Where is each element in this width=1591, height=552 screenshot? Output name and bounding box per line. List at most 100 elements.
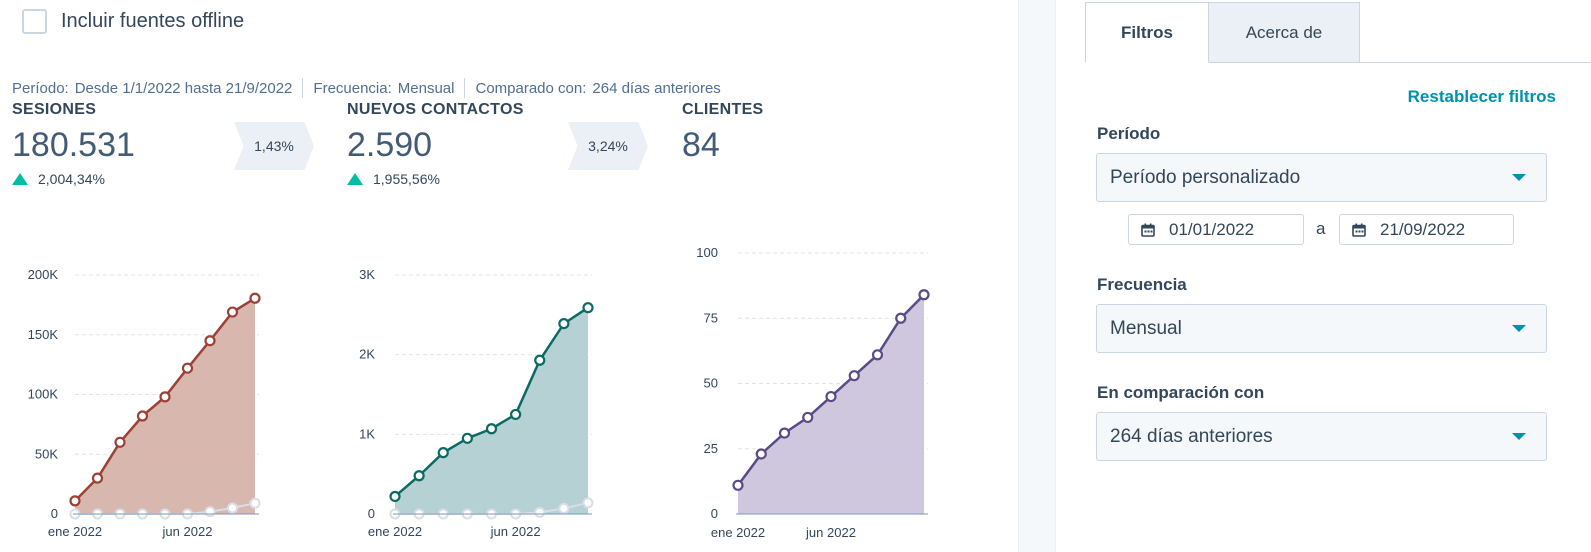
data-point — [226, 306, 239, 318]
data-point — [114, 436, 126, 448]
data-point — [389, 490, 401, 503]
calendar-icon — [1352, 223, 1366, 237]
period-key: Período: — [12, 79, 69, 97]
caret-down-icon — [1512, 174, 1526, 181]
calendar-icon — [1141, 223, 1155, 237]
data-point — [825, 390, 837, 403]
caret-down-icon — [1512, 325, 1526, 332]
x-tick-label: ene 2022 — [368, 524, 422, 539]
data-point — [802, 411, 814, 424]
kpi-change-value: 1,955,56% — [373, 171, 440, 187]
pane-divider[interactable] — [1018, 0, 1056, 552]
x-tick-label: jun 2022 — [490, 524, 541, 539]
frequency-select[interactable]: Mensual — [1096, 304, 1547, 353]
y-tick-label: 2K — [359, 347, 375, 362]
caret-down-icon — [1512, 433, 1526, 440]
comparison-point — [249, 497, 261, 509]
date-from-field[interactable]: 01/01/2022 — [1128, 214, 1304, 245]
kpi-title: CLIENTES — [682, 101, 764, 118]
x-tick-label: jun 2022 — [805, 525, 856, 540]
comparison-point — [558, 502, 570, 514]
data-point — [895, 312, 907, 324]
reset-filters-link[interactable]: Restablecer filtros — [1407, 87, 1556, 106]
frequency-label: Frecuencia — [1097, 275, 1187, 294]
frequency-select-value: Mensual — [1110, 317, 1182, 339]
data-point — [848, 370, 860, 382]
frequency-key: Frecuencia: — [313, 79, 392, 97]
kpi-value: 2.590 — [347, 126, 433, 164]
data-point — [558, 317, 570, 330]
comparison-point — [582, 497, 594, 509]
data-point — [91, 472, 104, 484]
date-to-value: 21/09/2022 — [1380, 219, 1466, 239]
data-point — [204, 335, 216, 347]
date-range-separator: a — [1316, 219, 1326, 238]
sessions-chart: 0 50K 100K 150K 200K ene 2022 jun 2022 — [28, 267, 261, 539]
data-point — [755, 448, 767, 460]
meta-divider — [302, 78, 304, 98]
series-area — [395, 307, 588, 514]
data-point — [582, 302, 594, 314]
compare-label: En comparación con — [1097, 383, 1265, 402]
kpi-change: 1,955,56% — [347, 171, 524, 187]
period-select-value: Período personalizado — [1110, 166, 1301, 188]
new-contacts-chart: 0 1K 2K 3K ene 2022 jun 2022 — [359, 267, 594, 539]
data-point — [437, 447, 449, 459]
comparison-point — [204, 506, 216, 518]
panel-tabs: Filtros Acerca de — [1085, 2, 1360, 63]
kpi-new-contacts: NUEVOS CONTACTOS 2.590 1,955,56% — [347, 101, 524, 187]
offline-checkbox[interactable] — [22, 9, 47, 34]
kpi-title: SESIONES — [12, 101, 97, 118]
y-tick-label: 75 — [704, 310, 718, 325]
conversion-rate-badge: 3,24% — [568, 122, 648, 170]
kpi-title: NUEVOS CONTACTOS — [347, 101, 524, 118]
conversion-rate-badge: 1,43% — [234, 122, 314, 170]
meta-divider — [464, 78, 466, 98]
kpi-sessions: SESIONES 180.531 2,004,34% — [12, 101, 135, 187]
data-point — [249, 292, 261, 304]
y-tick-label: 50 — [704, 376, 718, 391]
y-tick-label: 200K — [28, 267, 59, 282]
compared-value: 264 días anteriores — [592, 79, 721, 97]
date-to-field[interactable]: 21/09/2022 — [1339, 214, 1514, 245]
compare-select[interactable]: 264 días anteriores — [1096, 412, 1547, 461]
y-tick-label: 3K — [359, 267, 375, 282]
data-point — [69, 495, 81, 507]
data-point — [136, 410, 149, 422]
x-tick-label: ene 2022 — [48, 524, 102, 539]
y-tick-label: 100K — [28, 387, 59, 402]
tab-filters[interactable]: Filtros — [1085, 2, 1209, 63]
filters-panel: Filtros Acerca de Restablecer filtros Pe… — [1056, 0, 1591, 552]
period-select[interactable]: Período personalizado — [1096, 153, 1547, 202]
y-tick-label: 1K — [359, 426, 375, 441]
date-from-value: 01/01/2022 — [1169, 219, 1255, 239]
series-area — [75, 298, 255, 514]
customers-chart: 0 25 50 75 100 ene 2022 jun 2022 — [696, 245, 930, 540]
kpi-change-value: 2,004,34% — [38, 171, 105, 187]
data-point — [485, 423, 498, 435]
frequency-value: Mensual — [397, 79, 455, 97]
data-point — [778, 427, 791, 439]
tab-underline — [1360, 62, 1591, 63]
report-pane: Incluir fuentes offline Período: Desde 1… — [12, 9, 930, 540]
y-tick-label: 50K — [35, 446, 58, 461]
tab-about[interactable]: Acerca de — [1209, 2, 1360, 63]
y-tick-label: 100 — [696, 245, 718, 260]
y-tick-label: 0 — [368, 506, 375, 521]
offline-sources-toggle[interactable]: Incluir fuentes offline — [22, 9, 244, 34]
data-point — [461, 432, 473, 444]
report-meta: Período: Desde 1/1/2022 hasta 21/9/2022 … — [12, 78, 721, 98]
x-tick-label: jun 2022 — [162, 524, 213, 539]
data-point — [871, 349, 884, 361]
data-point — [159, 391, 171, 403]
x-tick-label: ene 2022 — [711, 525, 765, 540]
y-tick-label: 25 — [704, 441, 718, 456]
kpi-value: 180.531 — [12, 126, 135, 164]
offline-label: Incluir fuentes offline — [61, 10, 245, 32]
trend-up-icon — [12, 173, 28, 185]
kpi-value: 84 — [682, 126, 720, 164]
data-point — [181, 362, 194, 374]
trend-up-icon — [347, 173, 363, 185]
data-point — [510, 408, 522, 421]
kpi-customers: CLIENTES 84 — [682, 101, 764, 165]
